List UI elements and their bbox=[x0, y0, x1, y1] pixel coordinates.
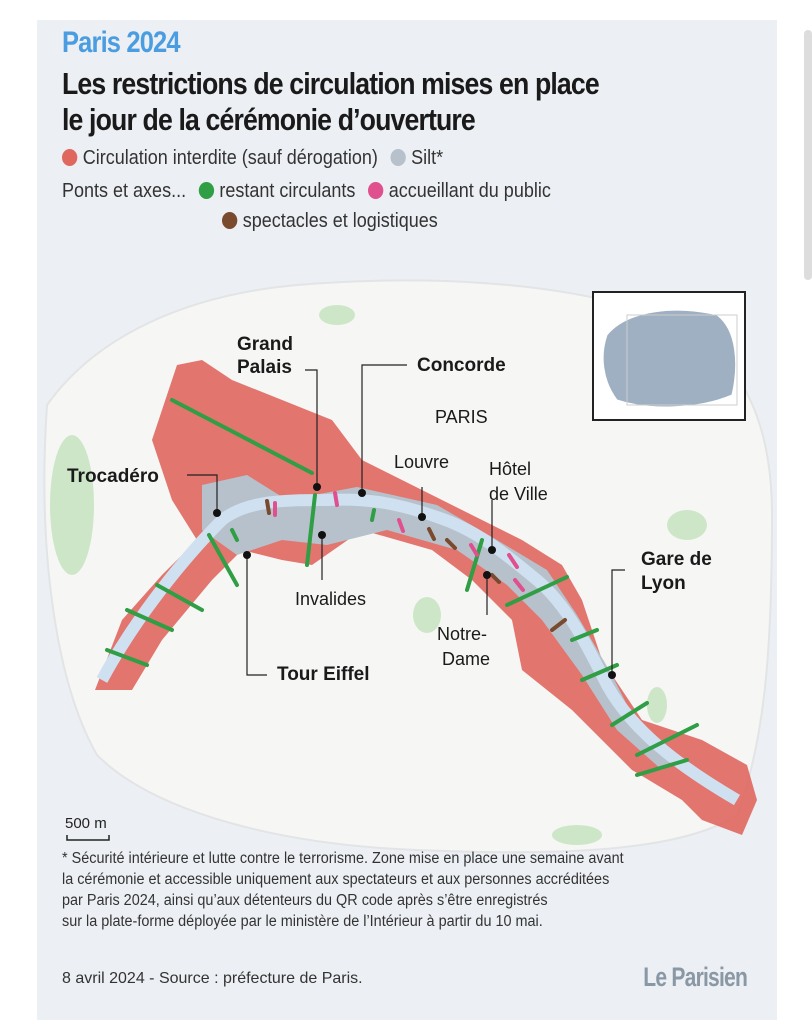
inset-map bbox=[592, 291, 746, 421]
page-title: Les restrictions de circulation mises en… bbox=[62, 66, 600, 137]
legend-row-bridges: Ponts et axes... restant circulants accuei… bbox=[62, 180, 551, 202]
bridges-shows bbox=[265, 499, 567, 632]
scale-bar: 500 m bbox=[65, 815, 110, 841]
source: 8 avril 2024 - Source : préfecture de Pa… bbox=[62, 970, 363, 987]
label-concorde: Concorde bbox=[417, 355, 506, 376]
label-gare-de-lyon: Gare de bbox=[641, 549, 712, 570]
svg-text:Lyon: Lyon bbox=[641, 573, 686, 594]
map: Grand Palais Concorde PARIS Trocadéro Lo… bbox=[43, 279, 774, 854]
le-parisien-logo: Le Parisien bbox=[643, 962, 748, 992]
map-labels: Grand Palais Concorde PARIS Trocadéro Lo… bbox=[67, 334, 712, 685]
parks bbox=[50, 305, 707, 845]
label-paris: PARIS bbox=[435, 407, 488, 427]
location-dots bbox=[213, 483, 616, 679]
label-louvre: Louvre bbox=[394, 452, 449, 472]
legend-dot-forbidden bbox=[62, 149, 78, 166]
legend-dot-silt bbox=[390, 149, 406, 166]
infographic-card: Paris 2024 Les restrictions de circulati… bbox=[37, 20, 777, 1020]
legend-dot-public bbox=[368, 182, 384, 199]
label-grand-palais: Grand bbox=[237, 334, 293, 355]
label-notre-dame: Notre- bbox=[437, 624, 487, 644]
kicker: Paris 2024 bbox=[62, 26, 181, 59]
svg-text:Palais: Palais bbox=[237, 357, 292, 378]
bridges-open bbox=[105, 398, 699, 777]
svg-text:Dame: Dame bbox=[442, 649, 490, 669]
label-invalides: Invalides bbox=[295, 589, 366, 609]
label-tour-eiffel: Tour Eiffel bbox=[277, 664, 370, 685]
legend-row-zones: Circulation interdite (sauf dérogation) S… bbox=[62, 147, 443, 170]
label-trocadero: Trocadéro bbox=[67, 466, 159, 487]
scrollbar[interactable] bbox=[804, 30, 812, 280]
bridges-public bbox=[273, 491, 525, 592]
svg-text:500 m: 500 m bbox=[65, 815, 107, 832]
leader-lines bbox=[187, 364, 625, 676]
legend-dot-shows bbox=[222, 212, 238, 229]
svg-text:de Ville: de Ville bbox=[489, 484, 548, 504]
legend-row-shows: spectacles et logistiques bbox=[222, 210, 438, 233]
label-hotel-de-ville: Hôtel bbox=[489, 459, 531, 479]
footnote: * Sécurité intérieure et lutte contre le… bbox=[62, 850, 624, 930]
legend-dot-open bbox=[198, 182, 214, 199]
seine-river bbox=[96, 493, 741, 806]
forbidden-zone bbox=[95, 360, 757, 835]
